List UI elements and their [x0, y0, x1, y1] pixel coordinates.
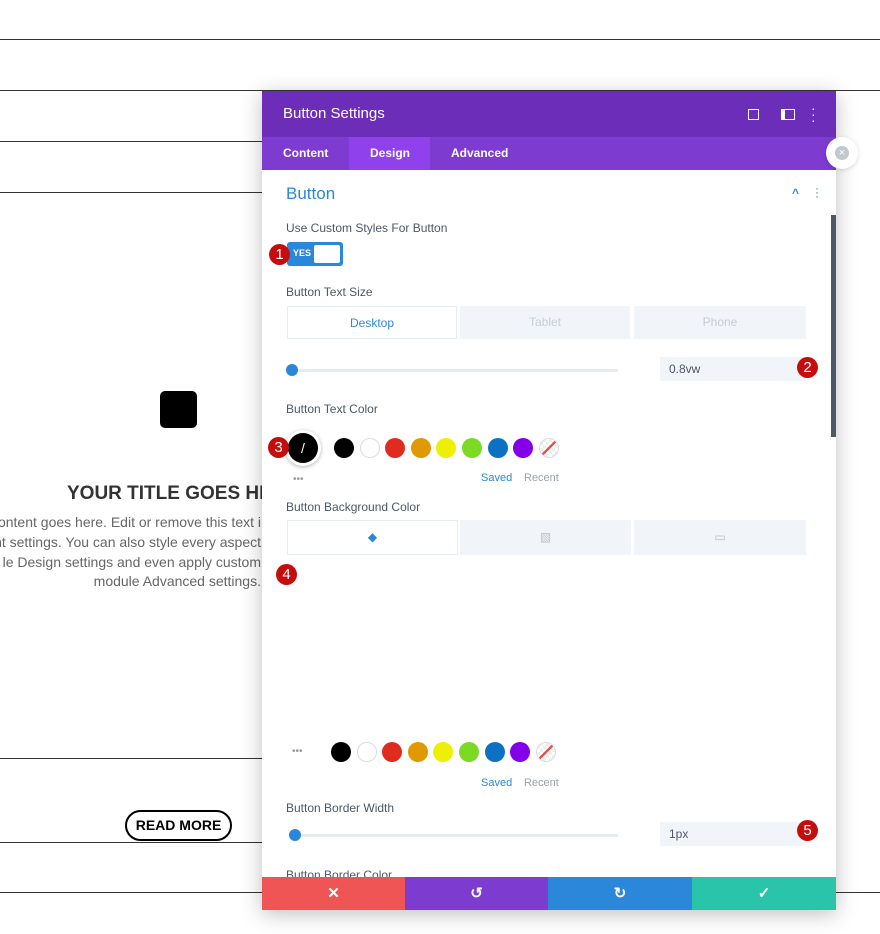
device-tab[interactable]: Tablet	[460, 306, 630, 339]
tab[interactable]: Design	[370, 146, 411, 160]
icon[interactable]	[748, 109, 759, 120]
slider-knob[interactable]	[289, 829, 301, 841]
swatch-none[interactable]	[538, 438, 559, 458]
swatch[interactable]	[385, 438, 406, 458]
rule	[0, 141, 262, 142]
toggle-knob	[314, 245, 340, 263]
swatch[interactable]	[436, 438, 457, 458]
swatch[interactable]	[410, 438, 431, 458]
swatch[interactable]	[407, 742, 428, 762]
device-tab[interactable]: Phone	[634, 306, 806, 339]
rule	[0, 90, 880, 91]
undo[interactable]: ↺	[405, 877, 548, 910]
swatch[interactable]	[359, 438, 380, 458]
header-title: Button Settings	[283, 105, 385, 122]
badge: 3	[268, 437, 289, 458]
title: YOUR TITLE GOES HE	[67, 483, 272, 504]
save[interactable]: ✓	[692, 877, 836, 910]
swatch[interactable]	[459, 742, 479, 762]
input[interactable]: 1px	[660, 822, 806, 846]
device-tab[interactable]: Desktop	[287, 306, 457, 339]
badge: 4	[276, 564, 297, 585]
label: Button Text Color	[286, 402, 378, 416]
close-circle[interactable]: ×	[826, 137, 858, 169]
cancel[interactable]: ✕	[262, 877, 405, 910]
chevron[interactable]: ^	[792, 186, 800, 200]
icon[interactable]: · · ·	[815, 181, 819, 203]
swatch[interactable]	[487, 438, 508, 458]
slider-track[interactable]	[292, 834, 618, 837]
swatch[interactable]	[513, 438, 534, 458]
eyedropper[interactable]: /	[285, 430, 321, 466]
tab[interactable]: Content	[283, 146, 329, 160]
swatch[interactable]	[331, 742, 351, 762]
icon	[160, 391, 197, 428]
icon[interactable]	[781, 109, 795, 120]
panel	[262, 91, 836, 910]
more[interactable]: •••	[293, 474, 304, 485]
swatch[interactable]	[334, 438, 354, 458]
rule	[0, 39, 880, 40]
swatch[interactable]	[382, 742, 403, 762]
recent[interactable]: Recent	[524, 472, 559, 484]
swatch[interactable]	[462, 438, 482, 458]
rule	[0, 192, 262, 193]
label: Button Border Width	[286, 801, 395, 815]
redo[interactable]: ↻	[548, 877, 692, 910]
saved[interactable]: Saved	[481, 472, 513, 484]
swatch-none[interactable]	[535, 742, 556, 762]
swatch[interactable]	[484, 742, 505, 762]
body-line: module Advanced settings.	[93, 573, 261, 589]
badge: 1	[269, 244, 290, 265]
active-tab	[349, 137, 430, 170]
badge: 5	[797, 820, 818, 841]
saved[interactable]: Saved	[481, 777, 513, 789]
badge: 2	[797, 357, 818, 378]
slider-knob[interactable]	[286, 364, 298, 376]
label: Button Background Color	[286, 500, 421, 514]
body-line: ontent goes here. Edit or remove this te…	[0, 514, 261, 530]
scrollbar[interactable]	[831, 215, 836, 437]
label: Use Custom Styles For Button	[286, 221, 448, 235]
swatch[interactable]	[510, 742, 531, 762]
rule	[0, 758, 262, 759]
tab[interactable]: Advanced	[451, 146, 509, 160]
header	[262, 91, 836, 137]
body-line: nt settings. You can also style every as…	[0, 534, 261, 550]
label: Button Text Size	[286, 285, 373, 299]
bg-tab[interactable]: ▭	[634, 520, 806, 555]
bg-tab[interactable]: ◆	[287, 520, 458, 555]
slider-track[interactable]	[292, 369, 618, 372]
swatch[interactable]	[433, 742, 454, 762]
rule	[0, 842, 262, 843]
read-more[interactable]: READ MORE	[125, 810, 232, 841]
recent[interactable]: Recent	[524, 777, 559, 789]
bg-tab[interactable]: ▧	[460, 520, 631, 555]
input[interactable]: 0.8vw	[660, 357, 806, 381]
section-title: Button	[286, 184, 336, 203]
more[interactable]: •••	[292, 746, 303, 757]
swatch[interactable]	[356, 742, 377, 762]
toggle-text: YES	[293, 248, 312, 258]
body-line: le Design settings and even apply custom	[2, 554, 261, 570]
icon[interactable]: · · ·	[811, 100, 816, 128]
